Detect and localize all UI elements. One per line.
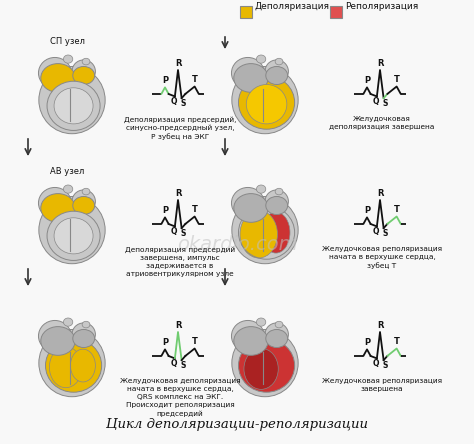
Ellipse shape	[82, 188, 90, 195]
Text: R: R	[377, 59, 384, 68]
Text: СП узел: СП узел	[50, 37, 85, 46]
FancyBboxPatch shape	[240, 6, 252, 18]
Ellipse shape	[39, 329, 105, 397]
Text: R: R	[175, 59, 182, 68]
Text: T: T	[394, 206, 400, 214]
Text: Желудочковая реполяризация
начата в верхушке сердца,
зубец Т: Желудочковая реполяризация начата в верх…	[322, 246, 442, 269]
Ellipse shape	[72, 323, 95, 346]
Ellipse shape	[234, 194, 268, 222]
Text: Q: Q	[373, 227, 379, 236]
Ellipse shape	[47, 81, 100, 131]
Ellipse shape	[238, 76, 295, 129]
Ellipse shape	[265, 60, 288, 83]
Ellipse shape	[72, 60, 95, 83]
Ellipse shape	[275, 321, 283, 328]
Ellipse shape	[54, 88, 93, 124]
Text: Q: Q	[171, 227, 177, 236]
Ellipse shape	[266, 197, 288, 214]
Ellipse shape	[54, 218, 93, 254]
Text: S: S	[383, 99, 388, 108]
Text: Деполяризация предсердий
завершена, импульс
задерживается в
атриовентрикулярном : Деполяризация предсердий завершена, импу…	[125, 246, 235, 277]
Text: P: P	[364, 206, 370, 215]
Text: Желудочковая деполяризация
начата в верхушке сердца,
QRS комплекс на ЭКГ.
Происх: Желудочковая деполяризация начата в верх…	[120, 378, 240, 417]
Ellipse shape	[265, 323, 288, 346]
Ellipse shape	[41, 63, 75, 92]
Text: Желудочковая
деполяризация завершена: Желудочковая деполяризация завершена	[329, 116, 435, 130]
Ellipse shape	[275, 58, 283, 65]
Ellipse shape	[275, 188, 283, 195]
Ellipse shape	[238, 339, 295, 392]
Text: Желудочковая реполяризация
завершена: Желудочковая реполяризация завершена	[322, 378, 442, 392]
Ellipse shape	[266, 329, 288, 348]
Ellipse shape	[39, 197, 105, 264]
Text: T: T	[191, 75, 198, 84]
Ellipse shape	[73, 67, 95, 84]
Text: P: P	[162, 76, 168, 85]
Ellipse shape	[41, 327, 75, 355]
Text: Q: Q	[171, 97, 177, 107]
Ellipse shape	[232, 67, 298, 134]
Text: T: T	[394, 337, 400, 346]
Ellipse shape	[71, 349, 95, 382]
Text: R: R	[175, 189, 182, 198]
Ellipse shape	[73, 197, 95, 214]
Ellipse shape	[72, 190, 95, 213]
Text: S: S	[383, 229, 388, 238]
Text: T: T	[191, 206, 198, 214]
Ellipse shape	[256, 318, 266, 326]
Text: S: S	[181, 361, 186, 370]
Ellipse shape	[38, 321, 71, 352]
Text: P: P	[162, 338, 168, 347]
Ellipse shape	[38, 57, 71, 89]
Text: Q: Q	[373, 359, 379, 369]
Ellipse shape	[64, 318, 73, 326]
Text: Q: Q	[171, 359, 177, 369]
Text: АВ узел: АВ узел	[50, 167, 84, 176]
Ellipse shape	[256, 185, 266, 193]
Ellipse shape	[64, 185, 73, 193]
Text: Деполяризация: Деполяризация	[255, 3, 330, 12]
Ellipse shape	[46, 339, 101, 392]
Ellipse shape	[82, 58, 90, 65]
Ellipse shape	[265, 190, 288, 213]
Ellipse shape	[266, 67, 288, 84]
Ellipse shape	[82, 321, 90, 328]
Text: S: S	[383, 361, 388, 370]
Ellipse shape	[231, 321, 264, 352]
Text: T: T	[191, 337, 198, 346]
Ellipse shape	[231, 187, 264, 218]
Text: P: P	[364, 76, 370, 85]
Ellipse shape	[240, 210, 277, 258]
Ellipse shape	[232, 197, 298, 264]
Ellipse shape	[234, 327, 268, 355]
Text: R: R	[377, 321, 384, 330]
Ellipse shape	[39, 67, 105, 134]
Text: Q: Q	[373, 97, 379, 107]
Text: Деполяризация предсердий,
синусно-предсердный узел,
P зубец на ЭКГ: Деполяризация предсердий, синусно-предсе…	[124, 116, 236, 140]
Ellipse shape	[231, 57, 264, 89]
Ellipse shape	[49, 347, 82, 388]
Ellipse shape	[73, 329, 95, 348]
Text: T: T	[394, 75, 400, 84]
Ellipse shape	[256, 55, 266, 63]
Ellipse shape	[232, 329, 298, 397]
Ellipse shape	[244, 349, 278, 389]
Ellipse shape	[47, 211, 100, 261]
Ellipse shape	[262, 212, 290, 253]
Text: S: S	[181, 229, 186, 238]
Text: R: R	[175, 321, 182, 330]
Ellipse shape	[246, 84, 287, 124]
Text: P: P	[364, 338, 370, 347]
Text: Цикл деполяризации-реполяризации: Цикл деполяризации-реполяризации	[106, 417, 368, 431]
Text: R: R	[377, 189, 384, 198]
FancyBboxPatch shape	[330, 6, 342, 18]
Ellipse shape	[38, 187, 71, 218]
Text: Реполяризация: Реполяризация	[345, 3, 418, 12]
Text: S: S	[181, 99, 186, 108]
Ellipse shape	[234, 63, 268, 92]
Ellipse shape	[41, 194, 75, 222]
Ellipse shape	[64, 55, 73, 63]
Text: okardio.com: okardio.com	[177, 234, 297, 254]
Text: P: P	[162, 206, 168, 215]
